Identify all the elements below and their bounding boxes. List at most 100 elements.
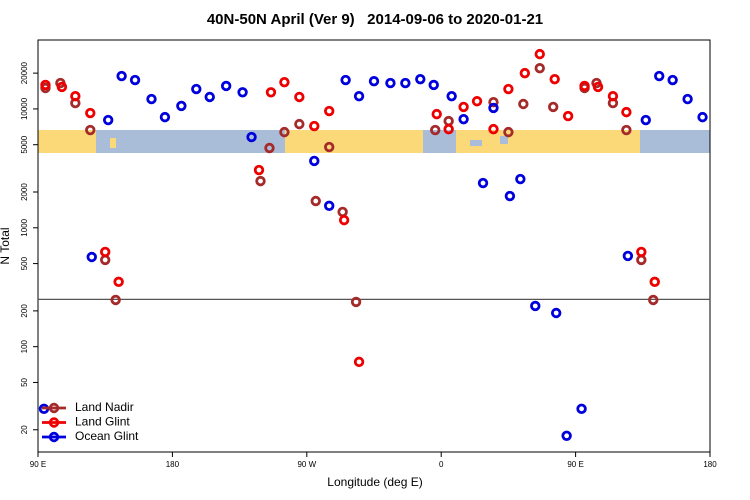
chart-title: 40N-50N April (Ver 9) 2014-09-06 to 2020… <box>207 11 543 28</box>
point <box>607 90 619 102</box>
point <box>191 83 202 95</box>
point <box>264 142 275 154</box>
point <box>488 96 499 108</box>
point <box>488 123 499 135</box>
point <box>579 80 590 92</box>
point <box>488 102 499 114</box>
point <box>255 175 266 187</box>
point <box>621 106 632 118</box>
legend-marker <box>48 417 60 428</box>
x-axis-label: Longitude (deg E) <box>327 475 422 489</box>
point <box>246 131 257 143</box>
point <box>368 76 380 87</box>
y-tick-label: 2000 <box>20 183 29 201</box>
point <box>592 81 604 93</box>
point <box>503 126 514 138</box>
point <box>458 113 469 125</box>
point <box>518 98 529 110</box>
point <box>428 79 439 91</box>
point <box>146 93 157 105</box>
y-tick-label: 500 <box>20 256 29 270</box>
point <box>667 74 678 86</box>
point <box>530 300 541 312</box>
legend-marker <box>48 402 60 414</box>
x-tick-label: 180 <box>703 460 717 469</box>
point <box>309 155 320 167</box>
point <box>159 111 171 123</box>
x-tick-label: 90 E <box>567 460 583 469</box>
x-tick-label: 180 <box>166 460 180 469</box>
x-tick-label: 90 W <box>297 460 316 469</box>
point <box>176 100 187 112</box>
point <box>648 294 659 306</box>
point <box>350 296 362 308</box>
point <box>309 120 320 132</box>
y-tick-label: 50 <box>20 377 29 386</box>
point <box>471 96 483 107</box>
point <box>640 114 651 126</box>
point <box>85 107 96 119</box>
y-tick-label: 20000 <box>20 61 29 84</box>
point <box>324 200 335 212</box>
point <box>253 164 265 176</box>
point <box>113 276 124 288</box>
point <box>654 70 665 82</box>
point <box>562 110 574 122</box>
point <box>324 105 335 117</box>
point <box>636 254 647 266</box>
point <box>310 195 321 207</box>
point <box>443 123 454 135</box>
point <box>279 126 290 138</box>
point <box>340 74 351 86</box>
legend-marker <box>48 431 60 443</box>
point <box>204 91 215 103</box>
point <box>549 73 560 85</box>
point <box>102 114 114 126</box>
point <box>129 74 141 86</box>
point <box>116 70 127 82</box>
point <box>415 73 426 85</box>
point <box>237 87 248 98</box>
point <box>400 77 411 89</box>
plot-frame <box>37 39 711 453</box>
point <box>443 115 454 127</box>
point <box>561 430 572 441</box>
point <box>294 118 305 130</box>
point <box>220 80 232 92</box>
point <box>338 214 350 226</box>
point <box>431 108 442 120</box>
point <box>85 124 96 136</box>
point <box>294 91 305 103</box>
point <box>70 90 81 102</box>
point <box>649 276 660 288</box>
point <box>636 246 647 258</box>
point <box>385 77 396 89</box>
y-tick-label: 1000 <box>20 218 29 236</box>
point <box>515 173 526 185</box>
y-tick-label: 5000 <box>20 135 29 153</box>
legend-label: Ocean Glint <box>75 429 139 443</box>
point <box>519 67 531 79</box>
legend-label: Land Glint <box>75 415 130 429</box>
point <box>697 111 708 123</box>
point <box>548 101 559 113</box>
point <box>353 356 365 368</box>
point <box>99 254 111 266</box>
point <box>534 48 545 60</box>
point <box>622 250 634 262</box>
y-tick-label: 100 <box>20 339 29 353</box>
point <box>430 124 441 136</box>
y-tick-label: 200 <box>20 304 29 318</box>
point <box>621 124 632 136</box>
point <box>458 101 469 113</box>
point <box>56 81 68 93</box>
point <box>40 79 51 91</box>
point <box>86 251 97 263</box>
point <box>446 90 457 102</box>
point <box>503 83 514 95</box>
point <box>324 141 335 153</box>
map-strip <box>38 130 710 153</box>
point <box>353 90 365 102</box>
point <box>99 246 111 258</box>
